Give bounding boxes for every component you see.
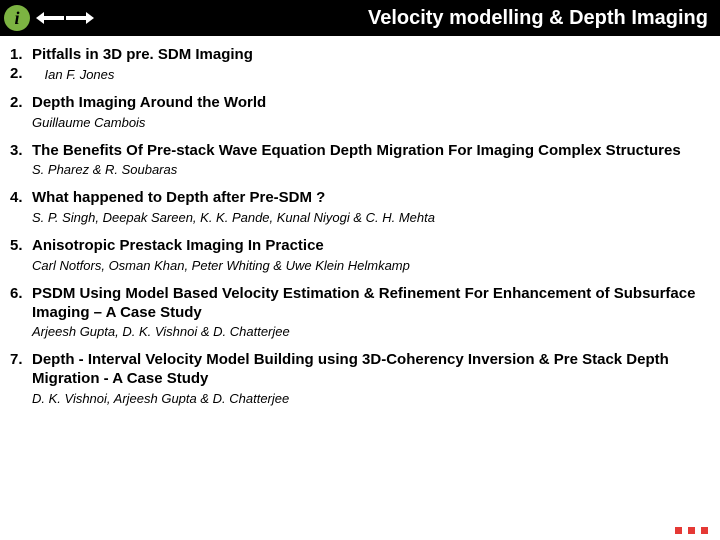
info-icon[interactable]: i [4,5,30,31]
entry-number: 1. [10,46,28,63]
entry-authors: Arjeesh Gupta, D. K. Vishnoi & D. Chatte… [32,324,710,339]
arrow-left-icon[interactable] [36,12,64,24]
info-icon-label: i [14,8,19,29]
entry-number: 5. [10,237,28,254]
entry-title: Pitfalls in 3D pre. SDM Imaging [32,46,253,65]
list-item: 7. Depth - Interval Velocity Model Build… [10,351,710,406]
dot-icon [688,527,695,534]
entry-extra-number: 2. [10,65,23,82]
arrow-right-icon[interactable] [66,12,94,24]
entry-title: PSDM Using Model Based Velocity Estimati… [32,285,710,323]
entry-number: 6. [10,285,28,302]
entry-title: The Benefits Of Pre-stack Wave Equation … [32,142,681,161]
list-item: 1. Pitfalls in 3D pre. SDM Imaging 2. Ia… [10,46,710,82]
entry-authors: Guillaume Cambois [32,115,710,130]
entry-authors: S. Pharez & R. Soubaras [32,162,710,177]
list-item: 6. PSDM Using Model Based Velocity Estim… [10,285,710,340]
entry-title: What happened to Depth after Pre-SDM ? [32,189,325,208]
entry-title: Anisotropic Prestack Imaging In Practice [32,237,324,256]
entry-authors: Ian F. Jones [45,67,115,82]
dot-icon [701,527,708,534]
entry-number: 2. [10,94,28,111]
entry-number: 3. [10,142,28,159]
nav-arrows [36,12,94,24]
list-item: 5. Anisotropic Prestack Imaging In Pract… [10,237,710,273]
page-title: Velocity modelling & Depth Imaging [106,7,716,30]
more-indicator-icon[interactable] [675,527,708,534]
entry-authors: S. P. Singh, Deepak Sareen, K. K. Pande,… [32,210,710,225]
list-item: 2. Depth Imaging Around the World Guilla… [10,94,710,130]
entry-authors: D. K. Vishnoi, Arjeesh Gupta & D. Chatte… [32,391,710,406]
entry-authors: Carl Notfors, Osman Khan, Peter Whiting … [32,258,710,273]
entry-title: Depth Imaging Around the World [32,94,266,113]
dot-icon [675,527,682,534]
entry-title: Depth - Interval Velocity Model Building… [32,351,710,389]
entry-number: 4. [10,189,28,206]
list-item: 3. The Benefits Of Pre-stack Wave Equati… [10,142,710,178]
list-item: 4. What happened to Depth after Pre-SDM … [10,189,710,225]
entry-number: 7. [10,351,28,368]
header-bar: i Velocity modelling & Depth Imaging [0,0,720,36]
content-area: 1. Pitfalls in 3D pre. SDM Imaging 2. Ia… [0,36,720,420]
